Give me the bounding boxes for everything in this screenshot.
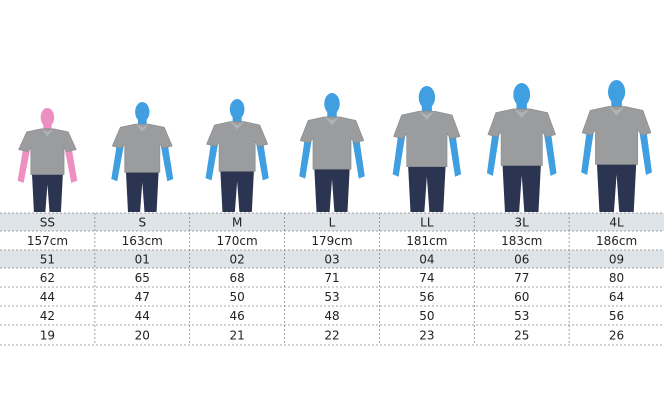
table-cell: M <box>232 216 242 230</box>
person-figure <box>486 83 557 212</box>
table-cell: 42 <box>40 309 55 323</box>
table-cell: 50 <box>419 309 434 323</box>
table-cell: 179cm <box>311 234 352 248</box>
table-cell: 01 <box>135 253 150 267</box>
figure-part <box>314 165 350 212</box>
table-cell: 181cm <box>406 234 447 248</box>
figure-part <box>230 121 244 130</box>
figure-part <box>611 99 622 111</box>
table-cell: 74 <box>419 271 434 285</box>
table-cell: 56 <box>609 309 624 323</box>
table-cell: 80 <box>609 271 624 285</box>
figure-part <box>516 102 527 113</box>
table-cell: S <box>138 216 146 230</box>
table-cell: 186cm <box>596 234 637 248</box>
figure-part <box>220 167 255 212</box>
figure-part <box>608 106 625 116</box>
figure-part <box>324 93 340 115</box>
header-row-bg <box>0 250 664 268</box>
figure-part <box>418 86 436 109</box>
figure-part <box>327 110 337 121</box>
figure-part <box>596 160 637 212</box>
figure-part <box>41 128 54 137</box>
figure-part <box>513 83 531 107</box>
table-cell: SS <box>40 216 55 230</box>
table-cell: 44 <box>40 290 55 304</box>
table-cell: LL <box>420 216 434 230</box>
table-cell: 71 <box>324 271 339 285</box>
figure-part <box>607 80 626 104</box>
header-row-bg <box>0 213 664 231</box>
table-cell: 51 <box>40 253 55 267</box>
table-cell: 163cm <box>122 234 163 248</box>
figure-part <box>111 123 173 173</box>
figure-part <box>206 121 269 172</box>
figure-part <box>229 99 245 120</box>
table-cell: 03 <box>324 253 339 267</box>
table-cell: 4L <box>609 216 624 230</box>
table-cell: L <box>329 216 336 230</box>
person-figure <box>581 80 652 212</box>
table-cell: 06 <box>514 253 529 267</box>
figure-part <box>407 162 446 212</box>
person-figure <box>17 108 78 212</box>
table-cell: 3L <box>515 216 530 230</box>
table-cell: 157cm <box>27 234 68 248</box>
table-cell: 68 <box>230 271 245 285</box>
figure-part <box>421 104 432 115</box>
figure-part <box>18 128 77 175</box>
table-cell: 04 <box>419 253 434 267</box>
table-cell: 56 <box>419 290 434 304</box>
figure-part <box>40 108 55 127</box>
person-figure <box>299 93 365 212</box>
figure-part <box>581 106 652 165</box>
figure-part <box>324 116 340 126</box>
person-figure <box>111 102 174 212</box>
table-cell: 20 <box>135 329 150 343</box>
figure-part <box>135 102 150 122</box>
figure-part <box>125 168 159 212</box>
table-cell: 21 <box>230 329 245 343</box>
table-cell: 47 <box>135 290 150 304</box>
table-cell: 50 <box>230 290 245 304</box>
figure-part <box>502 161 542 212</box>
table-cell: 44 <box>135 309 150 323</box>
figure-part <box>135 124 149 132</box>
table-cell: 19 <box>40 329 55 343</box>
table-cell: 23 <box>419 329 434 343</box>
figure-part <box>137 118 147 128</box>
table-cell: 25 <box>514 329 529 343</box>
table-cell: 46 <box>230 309 245 323</box>
figure-part <box>513 108 530 118</box>
table-cell: 22 <box>324 329 339 343</box>
table-cell: 48 <box>324 309 339 323</box>
figure-part <box>393 110 461 167</box>
table-cell: 64 <box>609 290 624 304</box>
figure-part <box>487 108 556 166</box>
table-cell: 53 <box>324 290 339 304</box>
figure-part <box>31 170 64 212</box>
table-cell: 183cm <box>501 234 542 248</box>
person-figure <box>392 86 462 212</box>
table-cell: 65 <box>135 271 150 285</box>
figure-part <box>232 115 242 125</box>
table-cell: 02 <box>230 253 245 267</box>
table-cell: 53 <box>514 309 529 323</box>
table-cell: 09 <box>609 253 624 267</box>
figure-part <box>43 123 52 132</box>
person-figure <box>205 99 269 212</box>
table-cell: 60 <box>514 290 529 304</box>
table-cell: 62 <box>40 271 55 285</box>
table-cell: 77 <box>514 271 529 285</box>
figure-part <box>419 111 435 121</box>
figure-part <box>299 116 365 170</box>
table-cell: 26 <box>609 329 624 343</box>
table-cell: 170cm <box>217 234 258 248</box>
